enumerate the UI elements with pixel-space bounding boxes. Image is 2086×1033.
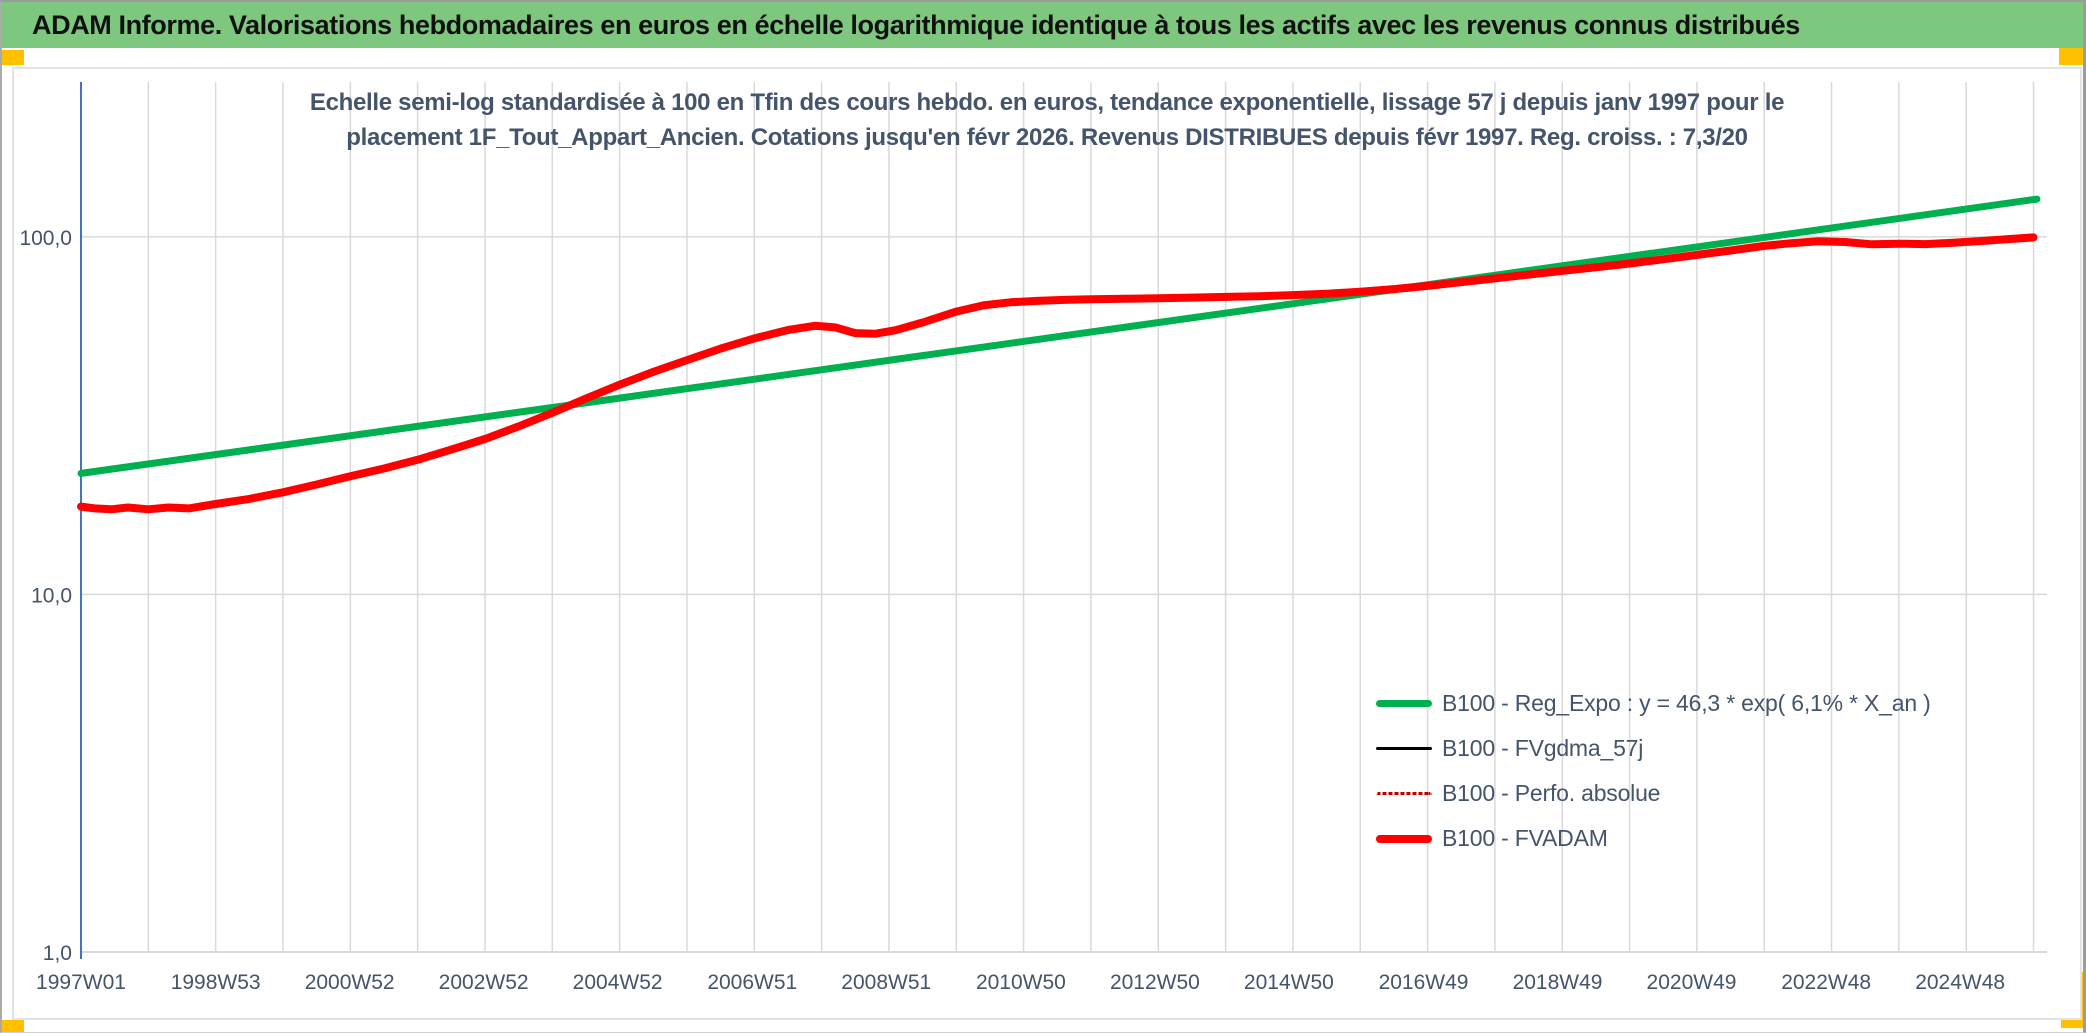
- x-axis-label: 1997W01: [36, 971, 126, 994]
- x-axis-label: 2002W52: [439, 971, 529, 994]
- x-axis-label: 2018W49: [1513, 971, 1603, 994]
- accent-square-bottom-left: [2, 1020, 24, 1032]
- x-axis-label: 2024W48: [1915, 971, 2005, 994]
- x-axis-label: 2006W51: [707, 971, 797, 994]
- x-axis-label: 2000W52: [305, 971, 395, 994]
- red-line-sample-icon: [1376, 834, 1432, 843]
- legend-item-fvgdma: B100 - FVgdma_57j: [1376, 726, 1931, 771]
- legend-item-fvadam: B100 - FVADAM: [1376, 816, 1931, 861]
- header-title: ADAM Informe. Valorisations hebdomadaire…: [32, 9, 1800, 40]
- legend-label-perfo-absolue: B100 - Perfo. absolue: [1442, 780, 1661, 806]
- black-line-sample-icon: [1376, 747, 1432, 750]
- x-axis-label: 2008W51: [841, 971, 931, 994]
- legend-label-reg-expo: B100 - Reg_Expo : y = 46,3 * exp( 6,1% *…: [1442, 690, 1931, 716]
- chart-title-line1: Echelle semi-log standardisée à 100 en T…: [309, 89, 1785, 116]
- x-axis-label: 2004W52: [573, 971, 663, 994]
- legend-item-reg-expo: B100 - Reg_Expo : y = 46,3 * exp( 6,1% *…: [1376, 681, 1931, 726]
- series-line-3: [77, 233, 2038, 514]
- y-axis-label: 100,0: [19, 227, 72, 250]
- series-line-0: [77, 195, 2041, 477]
- accent-square-top-right: [2059, 48, 2083, 65]
- x-axis-label: 2012W50: [1110, 971, 1200, 994]
- x-axis-label: 2010W50: [976, 971, 1066, 994]
- header-bar: ADAM Informe. Valorisations hebdomadaire…: [2, 2, 2083, 48]
- x-axis-label: 1998W53: [171, 971, 261, 994]
- x-axis-label: 2014W50: [1244, 971, 1334, 994]
- chart-frame: 1997W01 1998W53 2000W52 2002W52 2004W52 2006W…: [12, 67, 2082, 1020]
- x-axis-label: 2020W49: [1647, 971, 1737, 994]
- legend: B100 - Reg_Expo : y = 46,3 * exp( 6,1% *…: [1376, 681, 1931, 861]
- y-axis-label: 1,0: [43, 942, 72, 965]
- accent-square-top-left: [2, 50, 24, 65]
- x-axis-label: 2022W48: [1781, 971, 1871, 994]
- plot-svg: 1997W01 1998W53 2000W52 2002W52 2004W52 2006W…: [19, 82, 2047, 994]
- chart-title-line2: placement 1F_Tout_Appart_Ancien. Cotatio…: [346, 124, 1748, 151]
- legend-label-fvadam: B100 - FVADAM: [1442, 825, 1608, 851]
- dotted-line-sample-icon: [1376, 792, 1432, 795]
- legend-label-fvgdma: B100 - FVgdma_57j: [1442, 735, 1644, 761]
- x-axis-label: 2016W49: [1379, 971, 1469, 994]
- legend-item-perfo-absolue: B100 - Perfo. absolue: [1376, 771, 1931, 816]
- green-line-sample-icon: [1376, 700, 1432, 707]
- chart-title: Echelle semi-log standardisée à 100 en T…: [14, 85, 2080, 155]
- y-axis-label: 10,0: [31, 584, 72, 607]
